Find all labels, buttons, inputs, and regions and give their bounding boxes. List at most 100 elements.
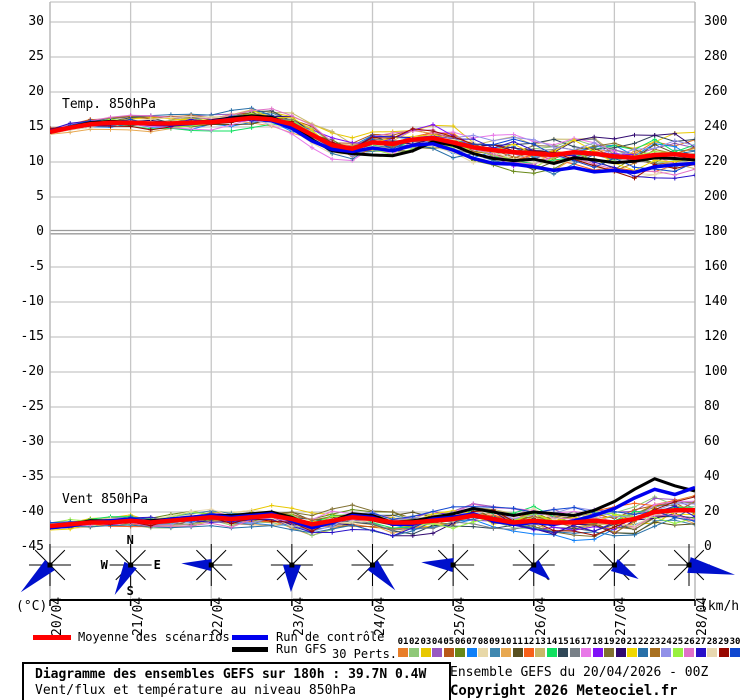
perturbation-color-swatch (558, 648, 569, 657)
mean-wind-line (50, 508, 695, 529)
perturbation-number: 17 (580, 637, 592, 647)
perturbation-color-swatch (523, 648, 534, 657)
perturbation-number: 21 (626, 637, 638, 647)
left-axis-tick-label: -5 (28, 259, 44, 274)
x-axis-date-label: 27/04 (614, 596, 630, 636)
left-axis-tick-label: -15 (20, 329, 44, 344)
perturbation-number: 22 (638, 637, 649, 647)
diagram-subtitle: Vent/flux et température au niveau 850hP… (35, 683, 356, 698)
perturbation-number: 06 (454, 637, 466, 647)
perturbation-color-swatch (466, 648, 477, 657)
perturbation-color-swatch (730, 648, 740, 657)
left-axis-tick-label: 15 (28, 119, 44, 134)
x-axis-date-label: 26/04 (533, 596, 549, 636)
perturbation-color-swatch (443, 648, 454, 657)
perturbation-color-swatch (409, 648, 420, 657)
perts-count-label: 30 Perts. (332, 647, 398, 661)
perturbation-number: 24 (660, 637, 672, 647)
right-axis-tick-label: 280 (704, 49, 728, 64)
perturbation-number: 10 (500, 637, 512, 647)
left-axis-tick-label: 5 (36, 189, 44, 204)
perturbation-number: 25 (672, 637, 684, 647)
wind-rose-center-dot (370, 562, 375, 568)
perturbation-color-swatch (478, 648, 489, 657)
perturbation-number: 19 (603, 637, 615, 647)
wind-rose-center-dot (531, 562, 537, 568)
perturbation-number: 30 (729, 637, 740, 647)
wind-direction-arrow (421, 558, 454, 572)
left-axis-tick-label: -35 (20, 469, 44, 484)
compass-north-label: N (126, 533, 134, 547)
perturbation-number: 08 (477, 637, 489, 647)
temp-series-label: Temp. 850hPa (62, 97, 156, 112)
wind-rose-center-dot (208, 562, 214, 568)
mean-legend-label: Moyenne des scénarios (78, 630, 230, 644)
perturbation-color-swatch (512, 648, 523, 657)
right-axis-tick-label: 60 (704, 434, 720, 449)
wind-direction-arrow (282, 564, 301, 592)
right-axis-tick-label: 80 (704, 399, 720, 414)
perturbation-color-swatch (638, 648, 649, 657)
left-axis-tick-label: 20 (28, 84, 44, 99)
right-axis-tick-label: 160 (704, 259, 728, 274)
perturbation-color-swatch (672, 648, 683, 657)
perturbation-number: 09 (489, 637, 501, 647)
perturbation-color-swatch (432, 648, 443, 657)
wind-direction-arrow (114, 561, 137, 596)
wind-rose-center-dot (289, 562, 295, 568)
perturbation-number: 16 (569, 637, 581, 647)
perturbation-color-swatch (420, 648, 431, 657)
wind-rose-center-dot (128, 562, 134, 568)
perturbation-color-swatch (569, 648, 580, 657)
perturbation-number: 04 (431, 637, 443, 647)
run-info-text: Ensemble GEFS du 20/04/2026 - 00Z (450, 665, 709, 680)
perturbation-number: 27 (695, 637, 707, 647)
perturbation-number: 11 (512, 637, 523, 647)
right-axis-tick-label: 40 (704, 469, 720, 484)
curves-group (50, 105, 695, 543)
perturbation-number: 01 (397, 637, 409, 647)
perturbation-color-swatch (581, 648, 592, 657)
right-axis-tick-label: 140 (704, 294, 728, 309)
right-axis-tick-label: 120 (704, 329, 728, 344)
compass-east-label: E (153, 558, 161, 572)
left-axis-tick-label: -40 (20, 504, 44, 519)
left-axis-tick-label: 10 (28, 154, 44, 169)
wind-direction-arrow (610, 558, 639, 579)
right-axis-tick-label: 100 (704, 364, 728, 379)
perturbation-color-swatch (546, 648, 557, 657)
diagram-title: Diagramme des ensembles GEFS sur 180h : … (35, 667, 427, 682)
perturbation-number: 29 (718, 637, 730, 647)
wind-direction-arrow (181, 559, 212, 571)
perturbation-color-swatch (615, 648, 626, 657)
right-axis-tick-label: 0 (704, 539, 712, 554)
control-legend-label: Run de contrôle (276, 630, 385, 644)
right-axis-unit: (km/h) (700, 599, 740, 614)
right-axis-tick-label: 260 (704, 84, 728, 99)
perturbation-color-swatch (695, 648, 706, 657)
mean-temp-line (50, 115, 695, 161)
gfs-legend-label: Run GFS (276, 642, 327, 656)
gfs-legend-swatch (232, 647, 268, 652)
perturbation-number: 03 (420, 637, 432, 647)
perturbation-color-swatch (501, 648, 512, 657)
perturbation-number: 18 (592, 637, 604, 647)
wind-series-label: Vent 850hPa (62, 492, 149, 507)
wind-rose-center-dot (47, 562, 53, 568)
perturbation-color-swatch (455, 648, 466, 657)
perturbation-number: 26 (683, 637, 695, 647)
perturbation-number: 28 (706, 637, 718, 647)
right-axis-tick-label: 180 (704, 224, 728, 239)
left-axis-tick-label: 30 (28, 14, 44, 29)
right-axis-tick-label: 300 (704, 14, 728, 29)
wind-rose-center-dot (450, 562, 456, 568)
compass-west-label: W (100, 558, 108, 572)
right-axis-tick-label: 240 (704, 119, 728, 134)
left-axis-tick-label: -45 (20, 539, 44, 554)
left-axis-tick-label: -10 (20, 294, 44, 309)
footer-info-box: Diagramme des ensembles GEFS sur 180h : … (22, 662, 451, 700)
copyright-text: Copyright 2026 Meteociel.fr (450, 683, 678, 699)
mean-legend-swatch (33, 635, 71, 640)
perturbation-color-swatch (707, 648, 718, 657)
